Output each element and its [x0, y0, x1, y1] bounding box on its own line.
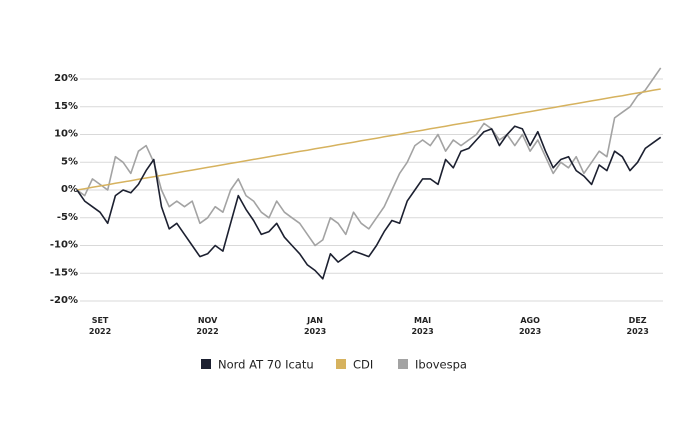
y-tick-label: -20%	[50, 295, 78, 306]
series-line	[76, 125, 662, 280]
legend-swatch	[336, 359, 346, 369]
y-tick-label: 15%	[54, 101, 78, 112]
x-tick-label: MAI 2023	[411, 316, 433, 336]
y-tick-label: -5%	[57, 212, 78, 223]
x-tick-label: DEZ 2023	[627, 316, 649, 336]
legend-swatch	[201, 359, 211, 369]
legend-label: Ibovespa	[415, 358, 467, 372]
y-tick-label: -15%	[50, 267, 78, 278]
y-tick-label: 10%	[54, 129, 78, 140]
x-tick-label: NOV 2022	[196, 316, 218, 336]
legend-label: Nord AT 70 Icatu	[218, 358, 314, 372]
y-tick-label: 5%	[61, 156, 78, 167]
x-tick-label: SET 2022	[89, 316, 111, 336]
y-tick-label: 20%	[54, 73, 78, 84]
series-line	[76, 88, 661, 191]
x-tick-label: AGO 2023	[519, 316, 541, 336]
y-tick-label: -10%	[50, 240, 78, 251]
series-line	[76, 67, 662, 247]
legend-label: CDI	[353, 358, 373, 372]
x-tick-label: JAN 2023	[304, 316, 326, 336]
y-tick-label: 0%	[61, 184, 78, 195]
legend-swatch	[398, 359, 408, 369]
